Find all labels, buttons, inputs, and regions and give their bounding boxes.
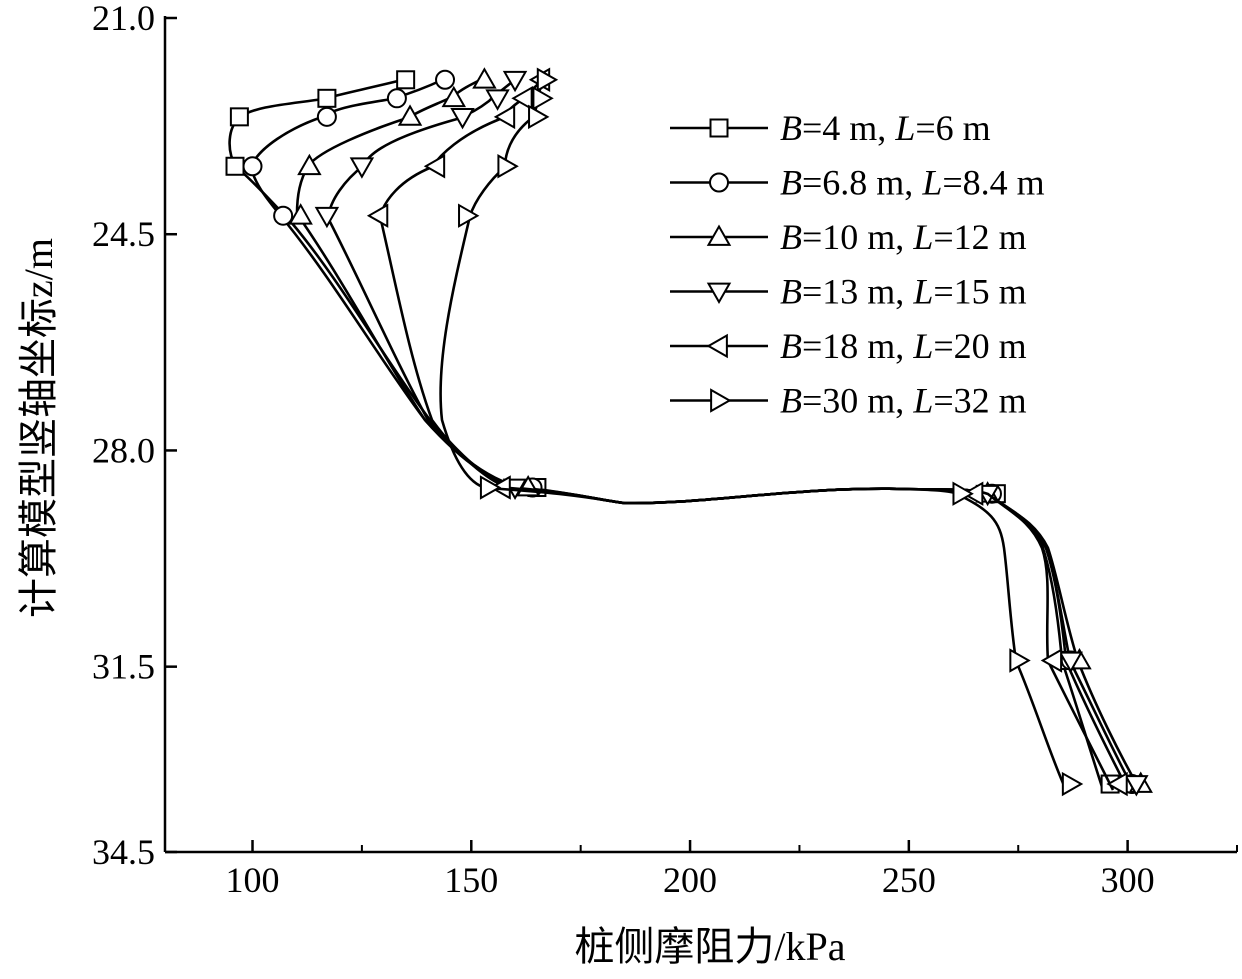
legend-item: B=10 m, L=12 m [670, 217, 1027, 257]
data-point-circle [386, 88, 407, 109]
data-point-triangle-down [314, 206, 340, 229]
legend-label: B=4 m, L=6 m [780, 108, 991, 148]
y-tick-label: 28.0 [92, 430, 155, 470]
data-point-triangle-left [1106, 771, 1128, 797]
data-point-triangle-right [532, 86, 554, 111]
data-point-circle [273, 205, 294, 226]
data-point-triangle-right [1009, 648, 1031, 673]
legend-label: B=6.8 m, L=8.4 m [780, 163, 1045, 203]
x-tick-label: 150 [444, 860, 498, 900]
data-point-square [229, 107, 249, 127]
series-6 [439, 67, 1084, 797]
legend-item: B=4 m, L=6 m [670, 108, 991, 148]
x-axis-title: 桩侧摩阻力/kPa [574, 924, 845, 969]
legend-label: B=30 m, L=32 m [780, 381, 1027, 421]
data-point-square [317, 88, 337, 108]
data-point-triangle-left [511, 86, 533, 111]
data-point-triangle-right [458, 203, 480, 228]
legend-marker [710, 388, 732, 413]
legend-item: B=30 m, L=32 m [670, 381, 1027, 421]
data-point-triangle-up [472, 67, 497, 89]
data-point-triangle-down [502, 70, 528, 93]
data-point-triangle-down [349, 157, 375, 179]
legend-label: B=13 m, L=15 m [780, 272, 1027, 312]
legend: B=4 m, L=6 m B=6.8 m, L=8.4 m B=10 m, L=12… [670, 108, 1045, 421]
data-point-square [396, 70, 416, 90]
data-point-triangle-right [952, 481, 974, 506]
data-point-triangle-right [497, 154, 519, 179]
x-tick-label: 250 [882, 860, 936, 900]
legend-item: B=6.8 m, L=8.4 m [670, 163, 1045, 203]
x-tick-label: 200 [663, 860, 717, 900]
data-point-circle [435, 69, 456, 90]
legend-marker [709, 172, 729, 193]
data-point-triangle-left [423, 154, 446, 179]
data-point-triangle-right [479, 475, 502, 500]
legend-marker [706, 282, 732, 305]
data-point-triangle-left [366, 203, 389, 228]
x-tick-label: 100 [226, 860, 280, 900]
data-point-triangle-up [297, 153, 322, 176]
data-point-triangle-down [450, 107, 475, 130]
legend-item: B=18 m, L=20 m [670, 326, 1027, 366]
legend-item: B=13 m, L=15 m [670, 272, 1027, 312]
legend-marker [706, 333, 728, 359]
legend-marker [706, 224, 732, 246]
legend-label: B=18 m, L=20 m [780, 326, 1027, 366]
data-point-triangle-up [288, 203, 313, 225]
y-tick-label: 34.5 [92, 832, 155, 872]
data-point-triangle-up [441, 85, 467, 108]
series-curves [225, 67, 1153, 797]
data-point-circle [242, 156, 263, 177]
data-point-triangle-right [536, 67, 559, 93]
data-point-square [225, 156, 245, 176]
x-tick-label: 300 [1101, 860, 1155, 900]
axes: 100 150 200 250 300 21.0 24.5 28.0 31.5 34.5 [92, 0, 1238, 900]
data-point-circle [316, 106, 337, 127]
data-point-triangle-right [1061, 771, 1084, 797]
series-line [439, 79, 1068, 791]
data-point-triangle-right [528, 104, 550, 130]
data-point-triangle-up [397, 104, 423, 126]
data-point-triangle-down [1124, 775, 1149, 797]
data-point-triangle-left [493, 104, 516, 130]
data-point-triangle-down [1058, 651, 1083, 674]
y-tick-label: 31.5 [92, 647, 155, 687]
y-tick-label: 24.5 [92, 214, 155, 254]
data-point-triangle-down [485, 89, 510, 111]
legend-label: B=10 m, L=12 m [780, 217, 1027, 257]
y-axis-title: 计算模型竖轴坐标z/m [16, 238, 61, 618]
legend-marker [709, 118, 729, 138]
data-point-triangle-left [1040, 648, 1063, 673]
y-tick-label: 21.0 [92, 0, 155, 38]
